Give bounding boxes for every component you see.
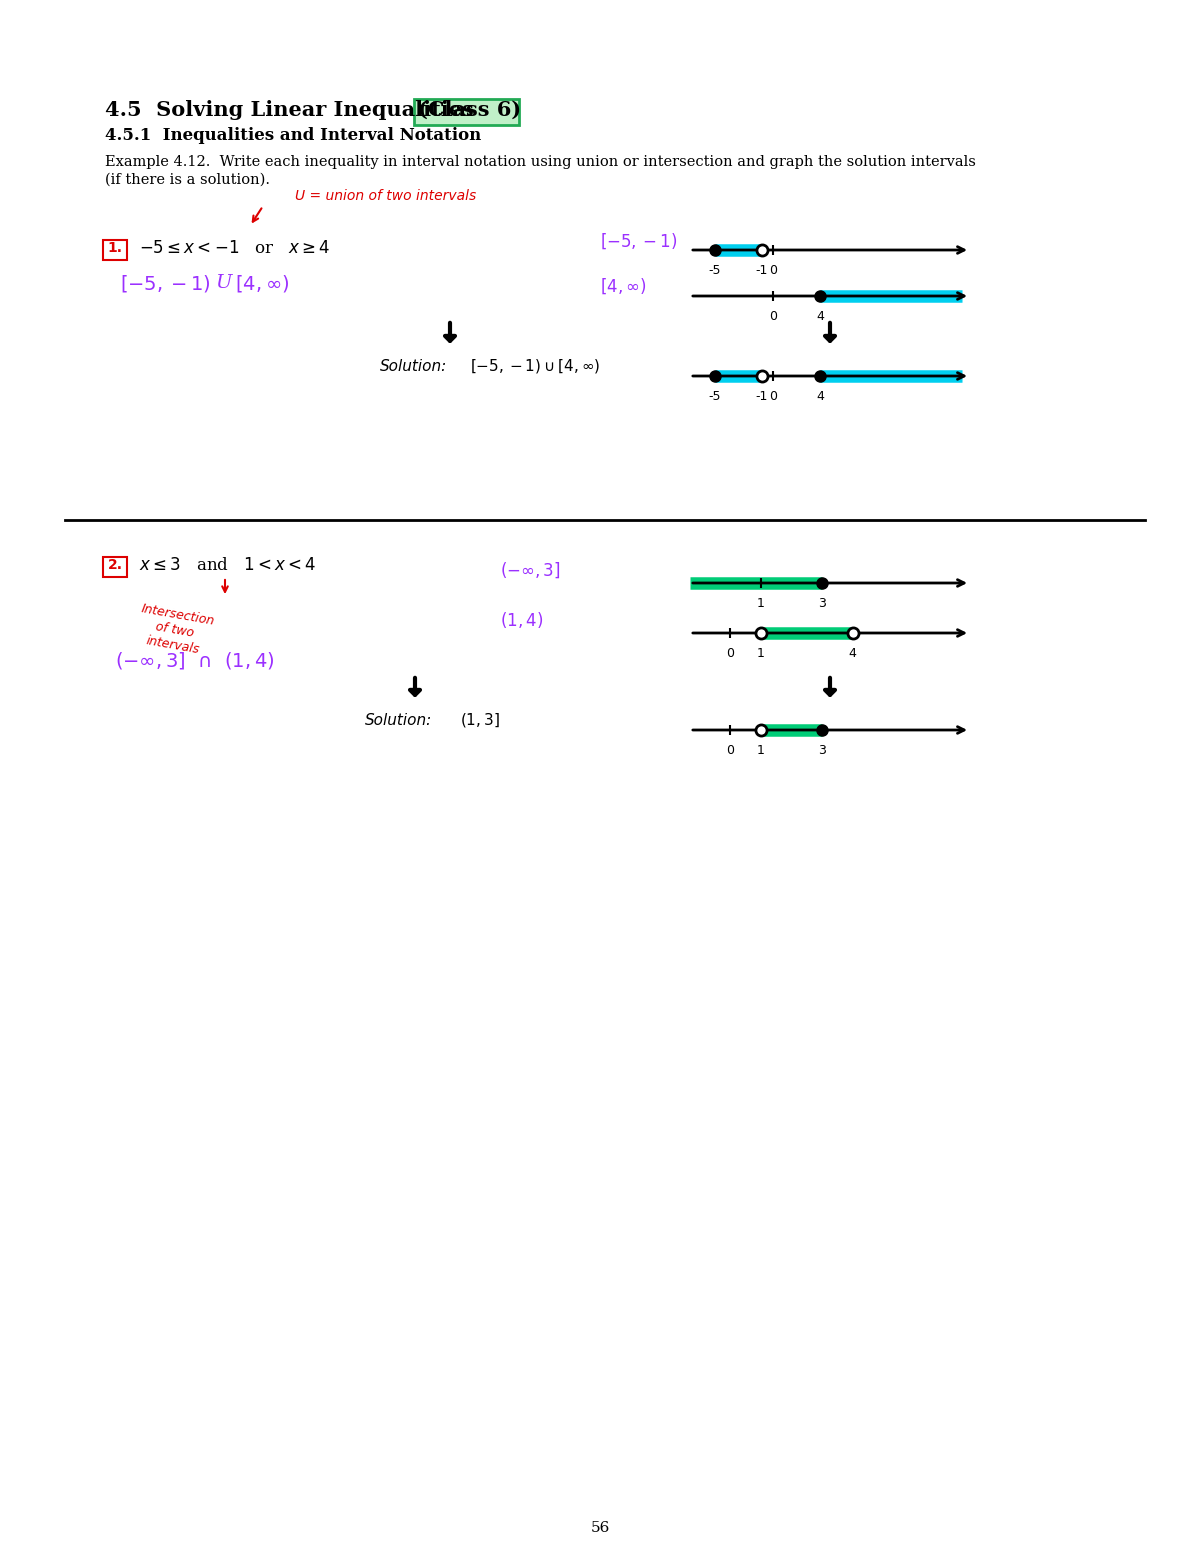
Text: $(1, 3]$: $(1, 3]$ bbox=[460, 711, 500, 730]
Text: 1: 1 bbox=[757, 647, 764, 660]
Text: 3: 3 bbox=[818, 744, 826, 758]
Text: Solution:: Solution: bbox=[380, 358, 448, 373]
Text: 1: 1 bbox=[757, 598, 764, 610]
Text: $[-5, -1)$: $[-5, -1)$ bbox=[600, 232, 678, 251]
Text: 0: 0 bbox=[726, 647, 734, 660]
Text: U = union of two intervals: U = union of two intervals bbox=[295, 188, 476, 202]
Text: 3: 3 bbox=[818, 598, 826, 610]
Text: $[-5, -1)$: $[-5, -1)$ bbox=[120, 272, 211, 294]
Text: 0: 0 bbox=[769, 391, 778, 403]
Text: 4.5.1  Inequalities and Interval Notation: 4.5.1 Inequalities and Interval Notation bbox=[106, 126, 481, 143]
Text: $x \leq 3$   and   $1 < x < 4$: $x \leq 3$ and $1 < x < 4$ bbox=[139, 557, 316, 574]
Text: $[4, \infty)$: $[4, \infty)$ bbox=[235, 272, 289, 294]
Text: $-5 \leq x < -1$   or   $x \geq 4$: $-5 \leq x < -1$ or $x \geq 4$ bbox=[139, 240, 330, 257]
Text: 0: 0 bbox=[769, 310, 778, 324]
Text: $(-\infty, 3]$: $(-\infty, 3]$ bbox=[500, 560, 560, 580]
Text: U: U bbox=[215, 274, 232, 293]
Text: $[4, \infty)$: $[4, \infty)$ bbox=[600, 277, 647, 296]
Text: 0: 0 bbox=[769, 265, 778, 277]
FancyBboxPatch shape bbox=[103, 240, 127, 260]
Text: 4: 4 bbox=[848, 647, 857, 660]
Text: -5: -5 bbox=[709, 391, 721, 403]
Text: 4: 4 bbox=[816, 310, 824, 324]
Text: 56: 56 bbox=[590, 1522, 610, 1536]
Text: (Class 6): (Class 6) bbox=[419, 100, 522, 120]
Text: 4: 4 bbox=[816, 391, 824, 403]
Text: -1: -1 bbox=[756, 265, 768, 277]
Text: 1.: 1. bbox=[108, 241, 122, 255]
FancyBboxPatch shape bbox=[103, 557, 127, 577]
Text: 1: 1 bbox=[757, 744, 764, 758]
Text: Intersection
of two
intervals: Intersection of two intervals bbox=[134, 602, 215, 658]
Text: $(-\infty, 3]$  $\cap$  $(1, 4)$: $(-\infty, 3]$ $\cap$ $(1, 4)$ bbox=[115, 649, 275, 671]
Text: Example 4.12.  Write each inequality in interval notation using union or interse: Example 4.12. Write each inequality in i… bbox=[106, 156, 976, 170]
Text: 0: 0 bbox=[726, 744, 734, 758]
Text: 4.5  Solving Linear Inequalities: 4.5 Solving Linear Inequalities bbox=[106, 100, 481, 120]
FancyBboxPatch shape bbox=[414, 100, 520, 124]
Text: -5: -5 bbox=[709, 265, 721, 277]
Text: Solution:: Solution: bbox=[365, 713, 432, 728]
Text: 2.: 2. bbox=[108, 559, 122, 573]
Text: -1: -1 bbox=[756, 391, 768, 403]
Text: (if there is a solution).: (if there is a solution). bbox=[106, 173, 270, 187]
Text: $(1, 4)$: $(1, 4)$ bbox=[500, 610, 544, 630]
Text: $[-5,-1)\cup[4,\infty)$: $[-5,-1)\cup[4,\infty)$ bbox=[470, 356, 600, 375]
